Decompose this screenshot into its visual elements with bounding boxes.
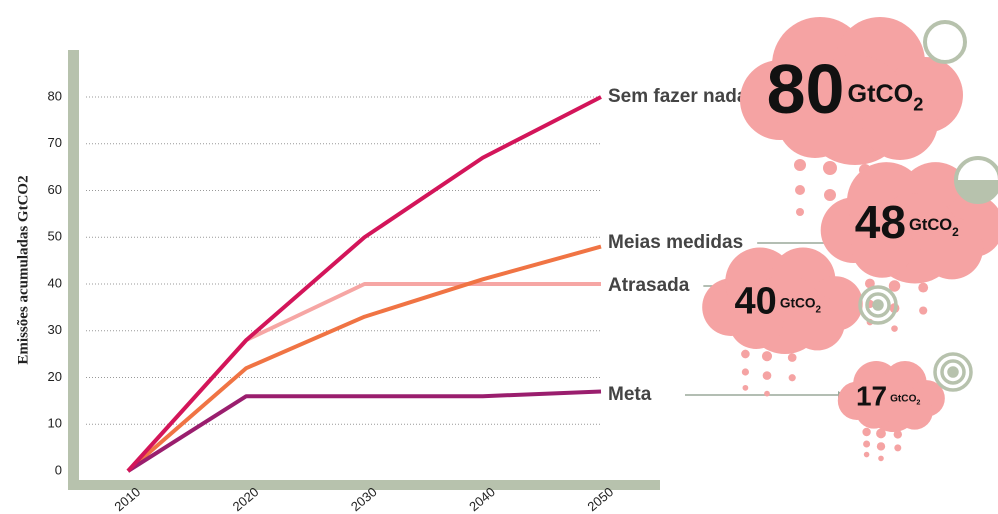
rain-drop (764, 390, 770, 397)
cloud: 17 GtCO2 (837, 360, 945, 462)
cloud-number: 80 (767, 50, 845, 128)
rain-drop (918, 282, 929, 293)
rain-drop (878, 455, 884, 462)
icon-target (865, 292, 891, 318)
cloud: 48 GtCO2 (820, 162, 998, 332)
rain-drop (862, 427, 871, 437)
icon-target (933, 352, 973, 392)
y-tick-label: 0 (55, 462, 62, 477)
series-label: Sem fazer nada (608, 86, 748, 107)
icon-ring (923, 20, 967, 64)
cloud-puff (777, 82, 853, 158)
rain-drop (742, 384, 749, 391)
cloud-number: 48 (855, 196, 906, 248)
rain-drop (823, 161, 837, 175)
series-label: Meias medidas (608, 232, 743, 253)
rain-drop (864, 278, 875, 289)
y-tick-label: 40 (48, 275, 62, 290)
cloud-puff (862, 84, 938, 160)
y-axis-label: Emissões acumuladas GtCO2 (15, 175, 31, 364)
rain-drop (876, 442, 886, 451)
rain-drop (796, 208, 804, 216)
cloud-puff (790, 295, 845, 351)
y-tick-label: 30 (48, 322, 62, 337)
rain-drop (894, 444, 902, 452)
rain-drop (788, 374, 796, 382)
cloud-sub: 2 (913, 94, 923, 114)
cloud-sub: 2 (916, 398, 920, 407)
cloud-puff (728, 294, 784, 349)
rain-drop (893, 430, 902, 439)
cloud-sub: 2 (816, 304, 822, 315)
y-tick-label: 80 (48, 88, 62, 103)
cloud-sub: 2 (952, 225, 959, 239)
icon-target (947, 366, 959, 378)
cloud-number: 17 (856, 381, 887, 412)
rain-drop (762, 371, 772, 380)
cloud-puff (855, 392, 893, 429)
cloud-puff (851, 215, 914, 278)
rain-drop (741, 349, 750, 359)
x-axis-bar (68, 480, 660, 490)
rain-drop (888, 280, 901, 292)
y-tick-label: 10 (48, 416, 62, 431)
y-tick-label: 20 (48, 369, 62, 384)
y-tick-label: 70 (48, 135, 62, 150)
cloud-unit: GtCO (909, 215, 952, 234)
y-axis-bar (68, 50, 79, 490)
cloud-puff (920, 217, 984, 280)
cloud-label: 17 GtCO2 (856, 381, 921, 412)
cloud-unit: GtCO (890, 393, 916, 404)
rain-drop (863, 451, 870, 458)
rain-drop (787, 353, 797, 362)
rain-drop (891, 325, 898, 332)
icon-target (872, 299, 884, 311)
icon-half (956, 180, 998, 202)
rain-drop (795, 185, 805, 195)
rain-drop (761, 351, 773, 362)
cloud-label: 80 GtCO2 (767, 50, 924, 128)
rain-drop (794, 159, 806, 171)
y-tick-label: 50 (48, 229, 62, 244)
series-line (126, 95, 602, 473)
rain-drop (863, 440, 871, 448)
rain-drop (741, 368, 750, 376)
cloud-label: 48 GtCO2 (855, 196, 959, 248)
cloud: 40 GtCO2 (702, 247, 863, 397)
cloud-label: 40 GtCO2 (735, 281, 822, 323)
cloud-unit: GtCO (847, 80, 913, 108)
rain-drop (824, 189, 836, 201)
cloud-unit: GtCO (780, 295, 816, 310)
rain-drop (919, 306, 928, 315)
y-tick-label: 60 (48, 182, 62, 197)
cloud: 80 GtCO2 (740, 17, 963, 224)
series-line (126, 389, 602, 473)
cloud-puff (896, 393, 933, 430)
cloud-number: 40 (735, 281, 777, 323)
series-label: Atrasada (608, 275, 690, 296)
icon-target (940, 359, 966, 385)
series-label: Meta (608, 384, 652, 405)
rain-drop (876, 428, 886, 439)
series-line (126, 244, 602, 473)
icon-target (858, 285, 898, 325)
